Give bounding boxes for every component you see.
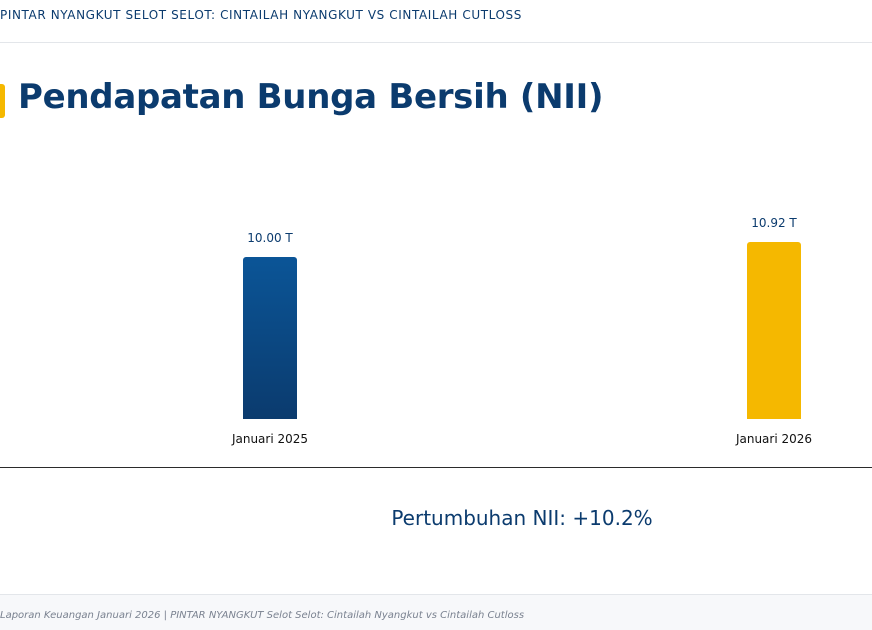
footer: Laporan Keuangan Januari 2026 | PINTAR N… [0, 594, 872, 630]
page-title: Pendapatan Bunga Bersih (NII) [18, 77, 604, 117]
bar-januari-2026 [747, 242, 801, 419]
footer-text: Laporan Keuangan Januari 2026 | PINTAR N… [0, 610, 525, 621]
bar-value-label: 10.92 T [751, 216, 797, 231]
breadcrumb: PINTAR NYANGKUT SELOT SELOT: CINTAILAH N… [0, 8, 522, 22]
bar-chart: 10.00 T Januari 2025 10.92 T Januari 2026 [0, 150, 872, 470]
bar-value-label: 10.00 T [247, 231, 293, 245]
growth-summary: Pertumbuhan NII: +10.2% [391, 506, 653, 530]
category-label: Januari 2026 [735, 432, 813, 446]
title-accent-bar [0, 84, 5, 118]
bar-januari-2025 [243, 257, 297, 419]
category-label: Januari 2025 [231, 432, 309, 446]
top-bar: PINTAR NYANGKUT SELOT SELOT: CINTAILAH N… [0, 0, 872, 43]
chart-baseline [0, 467, 872, 468]
